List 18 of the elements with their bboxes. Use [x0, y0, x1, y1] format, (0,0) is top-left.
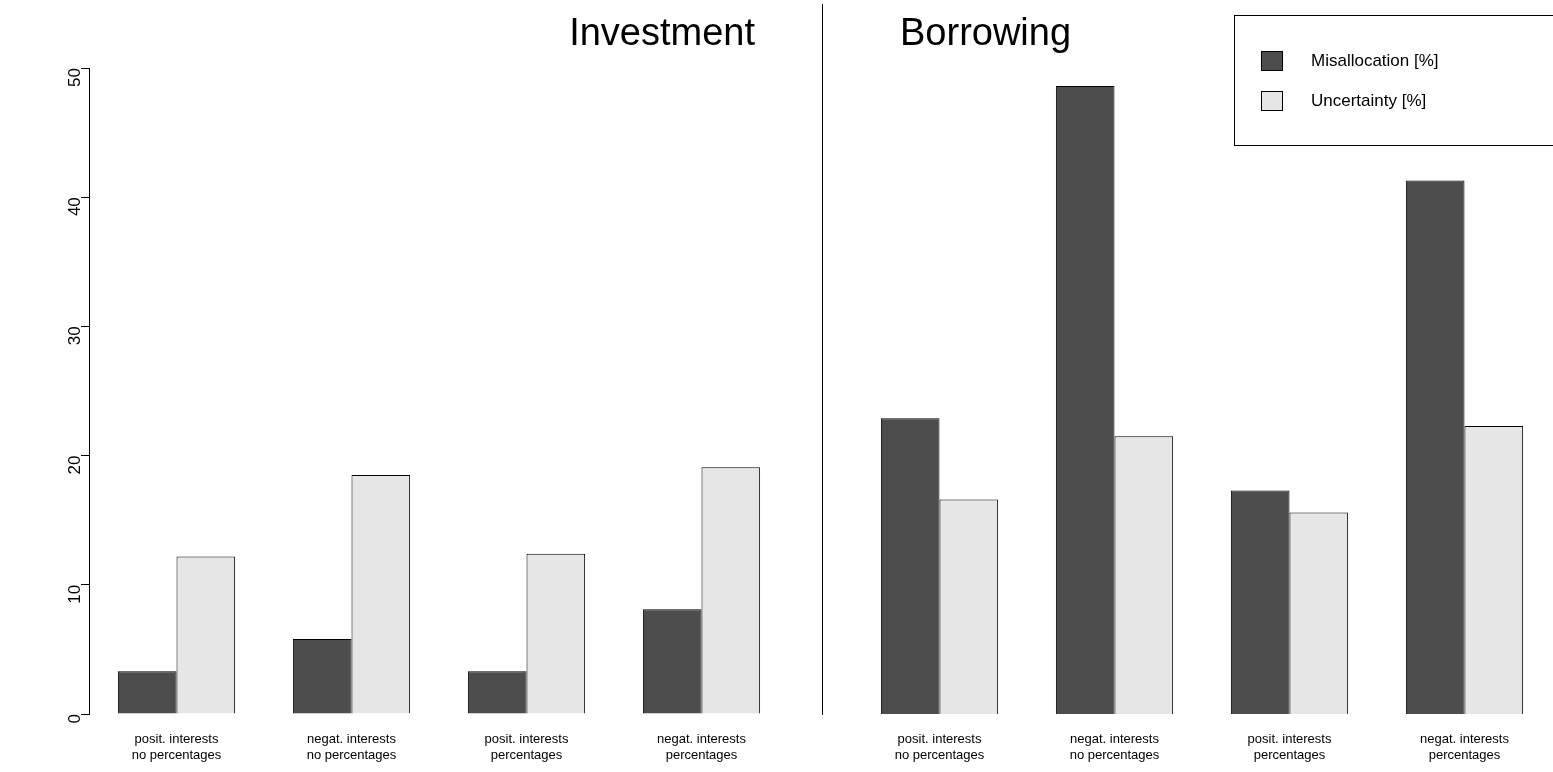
legend-label: Uncertainty [%]	[1311, 91, 1427, 111]
y-tick-label: 30	[64, 326, 84, 346]
y-tick-label: 10	[64, 584, 84, 604]
x-tick-label: posit. interests percentages	[484, 731, 569, 762]
legend-label: Misallocation [%]	[1311, 51, 1439, 71]
x-tick-label: negat. interests no percentages	[306, 731, 397, 762]
x-tick-label: negat. interests no percentages	[1069, 731, 1160, 762]
y-tick-label: 0	[64, 714, 84, 724]
y-tick-label: 50	[64, 68, 84, 87]
x-tick-label: negat. interests percentages	[1420, 731, 1510, 762]
x-tick-label: posit. interests no percentages	[894, 731, 985, 762]
chart-title: Investment	[569, 11, 756, 53]
x-tick-label: posit. interests percentages	[1247, 731, 1332, 762]
x-tick-label: posit. interests no percentages	[131, 731, 222, 762]
y-tick-label: 20	[64, 455, 84, 475]
y-tick-label: 40	[64, 197, 84, 217]
x-tick-label: negat. interests percentages	[657, 731, 747, 762]
chart-title: Borrowing	[900, 11, 1072, 53]
